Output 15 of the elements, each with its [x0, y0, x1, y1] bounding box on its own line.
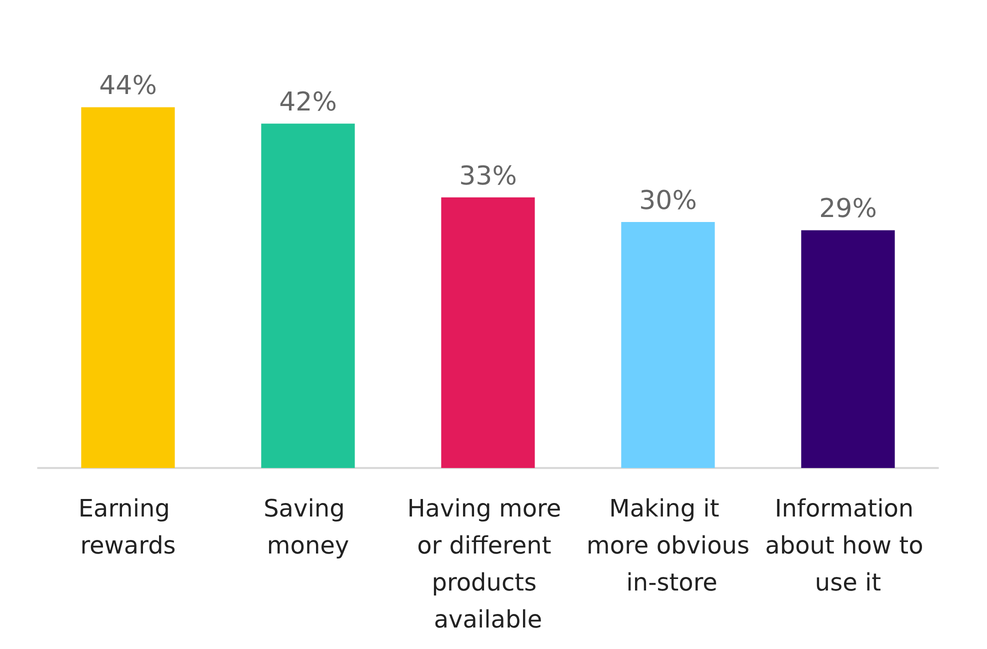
data-label: 33% — [459, 161, 517, 192]
bar — [81, 107, 175, 468]
x-tick-label: Saving money — [264, 494, 352, 560]
data-label: 29% — [819, 194, 877, 224]
bar — [621, 222, 715, 468]
bar — [261, 124, 355, 468]
data-label: 44% — [99, 71, 157, 102]
bar — [441, 197, 535, 468]
x-tick-label: Earning rewards — [78, 494, 178, 560]
x-tick-label: Information about how to use it — [765, 494, 931, 596]
bar — [801, 230, 895, 468]
data-label: 30% — [639, 186, 697, 216]
x-tick-label: Having more or different products available — [407, 494, 569, 634]
x-tick-label: Making it more obvious in-store — [586, 494, 750, 596]
data-label: 42% — [279, 88, 337, 118]
